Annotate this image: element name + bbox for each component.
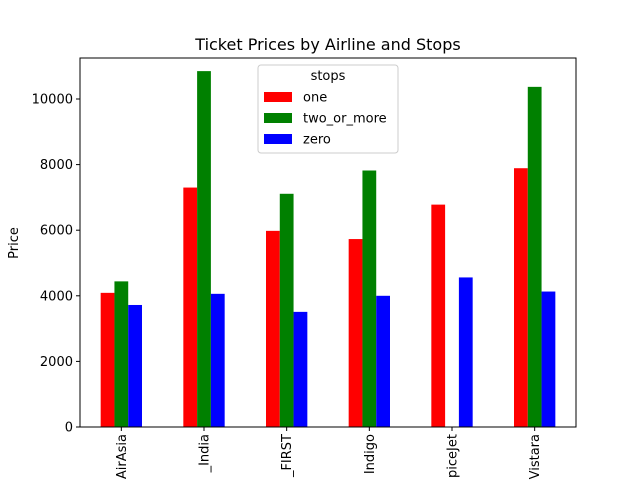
y-tick-label: 2000 xyxy=(40,355,73,370)
legend-swatch-zero xyxy=(264,134,292,144)
y-axis: 0 2000 4000 6000 8000 10000 xyxy=(32,93,80,436)
x-tick-label: _India xyxy=(198,434,213,473)
x-tick-label: piceJet xyxy=(446,434,461,478)
y-tick-label: 6000 xyxy=(40,224,73,239)
bar-zero-SpiceJet xyxy=(458,277,473,427)
x-tick-label: _FIRST xyxy=(280,434,295,478)
legend-box xyxy=(257,64,399,154)
bar-one-SpiceJet xyxy=(431,204,446,427)
bar-one-AirAsia xyxy=(100,292,115,427)
bar-two_or_more-AirAsia xyxy=(114,281,129,427)
plot-frame xyxy=(79,57,577,428)
y-tick-label: 0 xyxy=(65,421,73,436)
legend-swatch-one xyxy=(264,92,292,102)
y-tick-label: 10000 xyxy=(32,93,73,108)
bar-zero-GO_FIRST xyxy=(293,311,308,427)
chart-title: Ticket Prices by Airline and Stops xyxy=(194,35,460,54)
bar-zero-Vistara xyxy=(541,291,556,427)
legend-title: stops xyxy=(311,69,346,84)
y-axis-label: Price xyxy=(7,227,22,259)
x-tick-label: Vistara xyxy=(528,434,543,479)
x-tick-label: AirAsia xyxy=(115,434,130,479)
bar-two_or_more-Air_India xyxy=(197,71,211,428)
x-tick-label: Indigo xyxy=(363,434,378,474)
x-axis: AirAsia _India _FIRST Indigo piceJet Vistara xyxy=(115,427,543,479)
legend-swatch-two_or_more xyxy=(264,113,292,123)
bar-two_or_more-Vistara xyxy=(527,86,542,428)
bar-zero-Air_India xyxy=(210,293,225,427)
y-tick-label: 4000 xyxy=(40,289,73,304)
bar-zero-AirAsia xyxy=(128,304,142,427)
legend-entry-zero: zero xyxy=(303,133,331,148)
legend-entry-two_or_more: two_or_more xyxy=(303,112,387,127)
bar-two_or_more-Indigo xyxy=(362,170,377,427)
bar-two_or_more-GO_FIRST xyxy=(279,193,294,427)
bar-zero-Indigo xyxy=(376,295,390,427)
bar-one-Indigo xyxy=(348,239,363,427)
bars-group xyxy=(100,71,556,428)
legend-entry-one: one xyxy=(303,91,327,106)
bar-one-GO_FIRST xyxy=(266,230,280,427)
bar-one-Air_India xyxy=(183,187,198,427)
y-tick-label: 8000 xyxy=(40,158,73,173)
bar-one-Vistara xyxy=(514,168,528,427)
